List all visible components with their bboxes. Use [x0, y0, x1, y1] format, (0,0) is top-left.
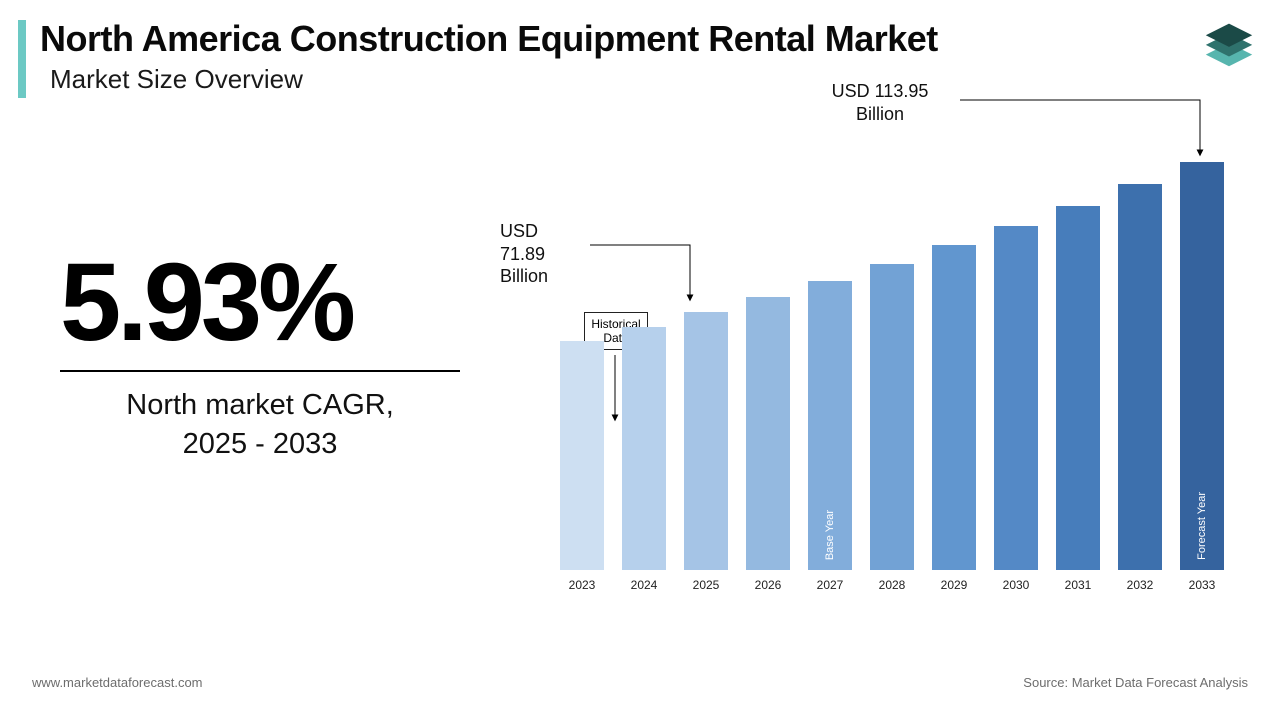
- layers-icon: [1200, 14, 1258, 72]
- bar-annotation-2033: Forecast Year: [1196, 492, 1208, 560]
- bar-label-2024: 2024: [622, 578, 666, 592]
- bar-label-2027: 2027: [808, 578, 852, 592]
- bar-2032: [1118, 184, 1162, 570]
- bar-2028: [870, 264, 914, 570]
- bar-2031: [1056, 206, 1100, 570]
- page-subtitle: Market Size Overview: [50, 64, 303, 95]
- cagr-block: 5.93% North market CAGR, 2025 - 2033: [60, 248, 460, 464]
- callout-end-l1: USD 113.95: [832, 81, 929, 101]
- bar-label-2031: 2031: [1056, 578, 1100, 592]
- footer-url: www.marketdataforecast.com: [32, 675, 203, 690]
- brand-logo: [1200, 14, 1258, 72]
- bar-label-2025: 2025: [684, 578, 728, 592]
- callout-end-value: USD 113.95 Billion: [810, 80, 950, 125]
- cagr-label: North market CAGR, 2025 - 2033: [60, 386, 460, 464]
- bar-label-2029: 2029: [932, 578, 976, 592]
- callout-end-l2: Billion: [856, 104, 904, 124]
- cagr-value: 5.93%: [60, 248, 460, 358]
- bar-2027: Base Year: [808, 281, 852, 570]
- bar-2025: [684, 312, 728, 570]
- cagr-label-line1: North market CAGR,: [126, 389, 394, 421]
- bar-2024: [622, 327, 666, 570]
- bar-chart: 2023 2024 2025 2026 Base Year 2027 2028 2029 203…: [520, 140, 1240, 600]
- bar-label-2028: 2028: [870, 578, 914, 592]
- bar-annotation-2027: Base Year: [824, 510, 836, 560]
- bar-label-2030: 2030: [994, 578, 1038, 592]
- bar-2023: [560, 341, 604, 570]
- cagr-label-line2: 2025 - 2033: [183, 428, 338, 460]
- accent-bar: [18, 20, 26, 98]
- footer-source: Source: Market Data Forecast Analysis: [1023, 675, 1248, 690]
- bar-2033: Forecast Year: [1180, 162, 1224, 570]
- bar-label-2032: 2032: [1118, 578, 1162, 592]
- bar-2026: [746, 297, 790, 570]
- bar-label-2023: 2023: [560, 578, 604, 592]
- bar-label-2033: 2033: [1180, 578, 1224, 592]
- cagr-divider: [60, 370, 460, 372]
- bar-2029: [932, 245, 976, 570]
- page-title: North America Construction Equipment Ren…: [40, 18, 938, 60]
- bar-2030: [994, 226, 1038, 570]
- bar-label-2026: 2026: [746, 578, 790, 592]
